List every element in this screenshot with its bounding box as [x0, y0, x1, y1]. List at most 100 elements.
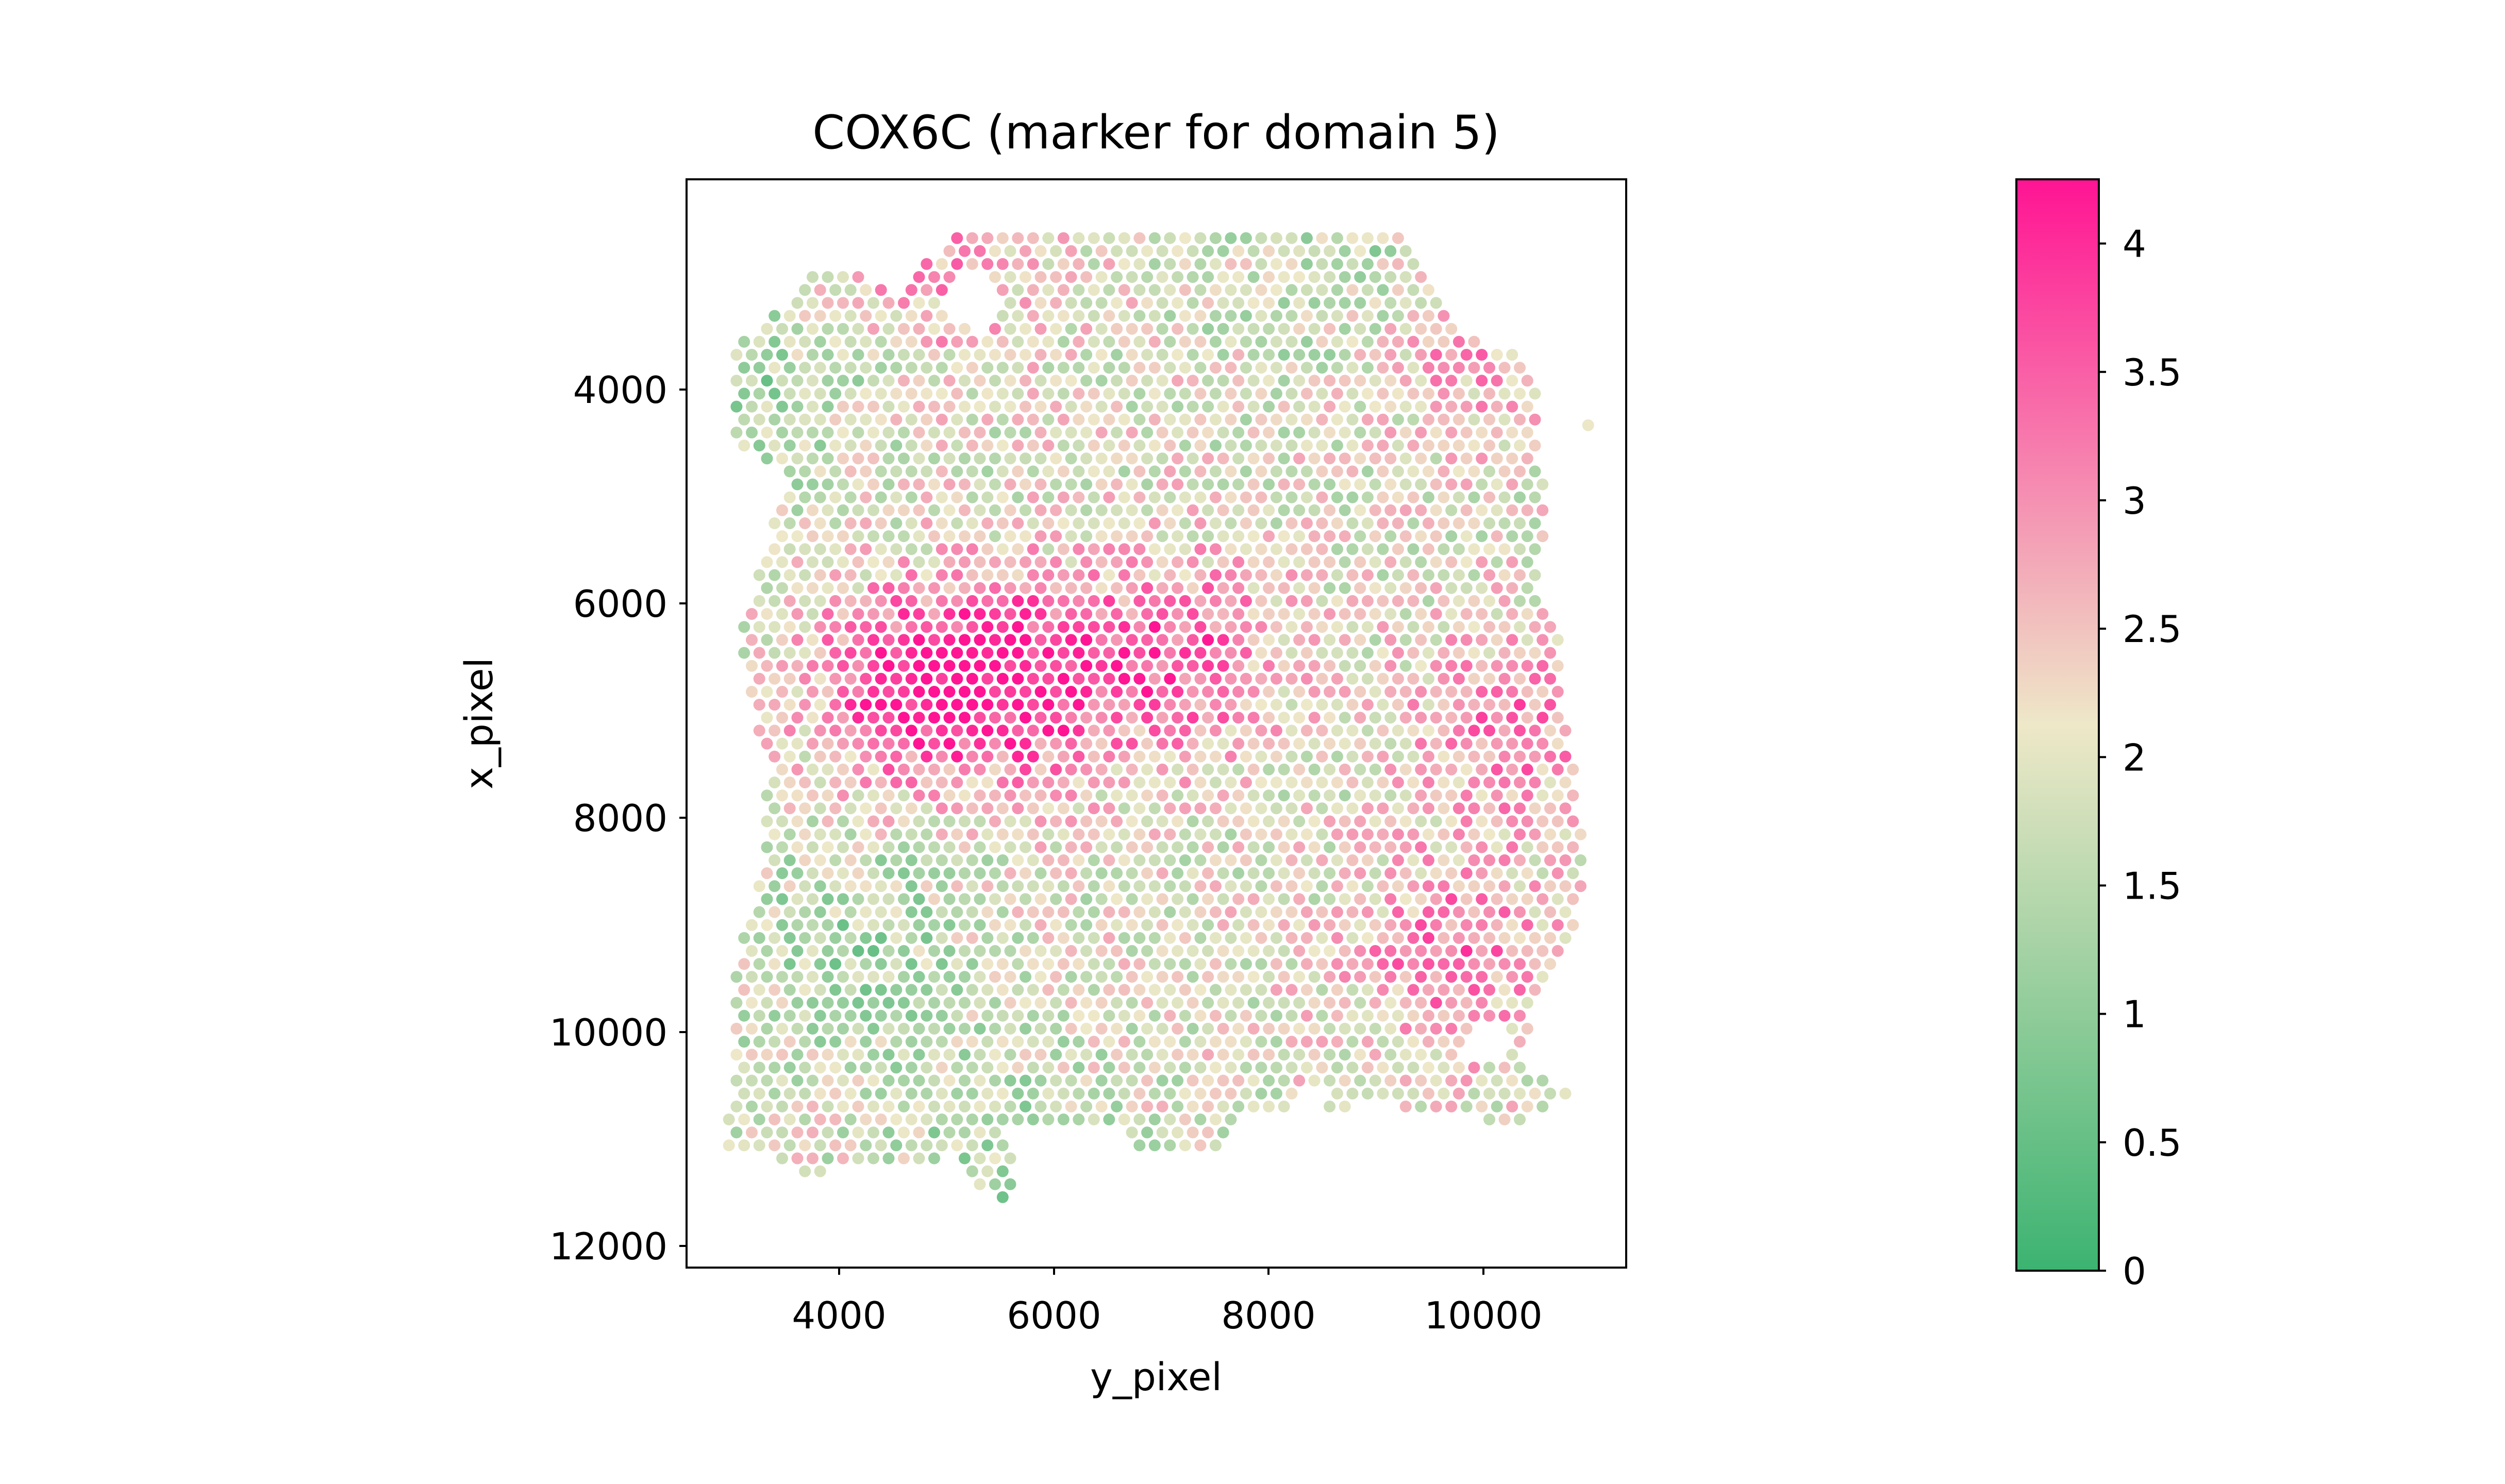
spot-point: [1255, 465, 1267, 478]
spot-point: [1088, 1087, 1100, 1100]
spot-point: [1217, 426, 1229, 439]
spot-point: [1270, 802, 1282, 815]
spot-point: [913, 1100, 925, 1112]
spot-point: [867, 763, 879, 775]
spot-point: [1073, 1087, 1085, 1100]
spot-point: [1377, 699, 1389, 711]
spot-point: [905, 984, 917, 996]
spot-point: [974, 841, 986, 853]
spot-point: [1445, 608, 1458, 620]
spot-point: [1202, 919, 1214, 931]
spot-point: [1179, 958, 1191, 970]
spot-point: [738, 362, 750, 374]
spot-point: [1020, 634, 1031, 646]
spot-point: [1430, 375, 1442, 387]
spot-point: [1354, 919, 1366, 931]
spot-point: [1491, 763, 1503, 775]
spot-point: [1537, 1100, 1549, 1112]
spot-point: [867, 1100, 879, 1112]
spot-point: [1445, 375, 1458, 387]
spot-point: [1346, 750, 1359, 763]
spot-point: [1103, 310, 1115, 322]
spot-point: [769, 880, 781, 892]
spot-point: [1148, 387, 1161, 400]
spot-point: [837, 763, 849, 775]
spot-point: [928, 1049, 940, 1061]
spot-point: [1324, 1022, 1336, 1035]
spot-point: [1027, 387, 1039, 400]
spot-point: [959, 945, 971, 957]
spot-point: [1476, 349, 1488, 361]
spot-point: [943, 634, 956, 646]
spot-point: [875, 621, 887, 633]
spot-point: [1377, 802, 1389, 815]
spot-point: [898, 919, 910, 931]
spot-point: [1460, 867, 1473, 880]
spot-point: [898, 530, 910, 543]
spot-point: [1339, 478, 1351, 491]
spot-point: [905, 1061, 917, 1074]
spot-point: [1217, 971, 1229, 983]
spot-point: [807, 323, 819, 335]
spot-point: [1050, 608, 1062, 620]
spot-point: [1179, 1114, 1191, 1125]
spot-point: [1034, 841, 1047, 853]
spot-point: [913, 400, 925, 413]
spot-point: [1179, 647, 1191, 659]
spot-point: [1377, 1009, 1389, 1022]
spot-point: [1225, 724, 1237, 737]
spot-point: [1483, 828, 1495, 840]
spot-point: [769, 1114, 781, 1125]
spot-point: [1567, 789, 1579, 802]
spot-point: [807, 297, 819, 309]
spot-point: [822, 919, 834, 931]
spot-point: [1194, 647, 1207, 659]
spot-point: [1111, 1100, 1123, 1112]
spot-point: [1430, 686, 1442, 698]
spot-point: [1430, 763, 1442, 775]
spot-point: [1438, 777, 1450, 788]
spot-point: [1141, 530, 1154, 543]
spot-point: [1148, 258, 1161, 270]
spot-point: [1331, 1036, 1343, 1048]
spot-point: [1080, 1100, 1093, 1112]
spot-point: [1012, 595, 1024, 607]
spot-point: [1179, 932, 1191, 944]
spot-point: [1514, 387, 1526, 400]
spot-point: [890, 750, 903, 763]
spot-point: [1361, 569, 1374, 581]
spot-point: [1240, 750, 1252, 763]
spot-point: [799, 724, 811, 737]
spot-point: [1551, 737, 1564, 750]
spot-point: [1285, 621, 1298, 633]
spot-point: [1537, 763, 1549, 775]
spot-point: [844, 880, 857, 892]
spot-point: [1300, 465, 1313, 478]
spot-point: [974, 737, 986, 750]
spot-point: [1187, 608, 1199, 620]
spot-point: [1498, 595, 1511, 607]
spot-point: [1118, 958, 1130, 970]
spot-point: [1392, 387, 1404, 400]
spot-point: [1194, 362, 1207, 374]
spot-point: [1278, 426, 1290, 439]
spot-point: [1331, 984, 1343, 996]
spot-point: [1354, 660, 1366, 672]
spot-point: [1468, 724, 1480, 737]
spot-point: [1567, 841, 1579, 853]
spot-point: [1202, 867, 1214, 880]
spot-point: [1179, 699, 1191, 711]
spot-point: [905, 828, 917, 840]
spot-point: [1217, 815, 1229, 828]
spot-point: [829, 932, 842, 944]
spot-point: [1369, 426, 1381, 439]
spot-point: [1179, 232, 1191, 244]
spot-point: [1293, 634, 1306, 646]
spot-point: [1232, 763, 1245, 775]
spot-point: [989, 712, 1001, 724]
spot-point: [1331, 880, 1343, 892]
spot-point: [959, 737, 971, 750]
spot-point: [1148, 284, 1161, 296]
spot-point: [1537, 945, 1549, 957]
spot-point: [769, 854, 781, 866]
